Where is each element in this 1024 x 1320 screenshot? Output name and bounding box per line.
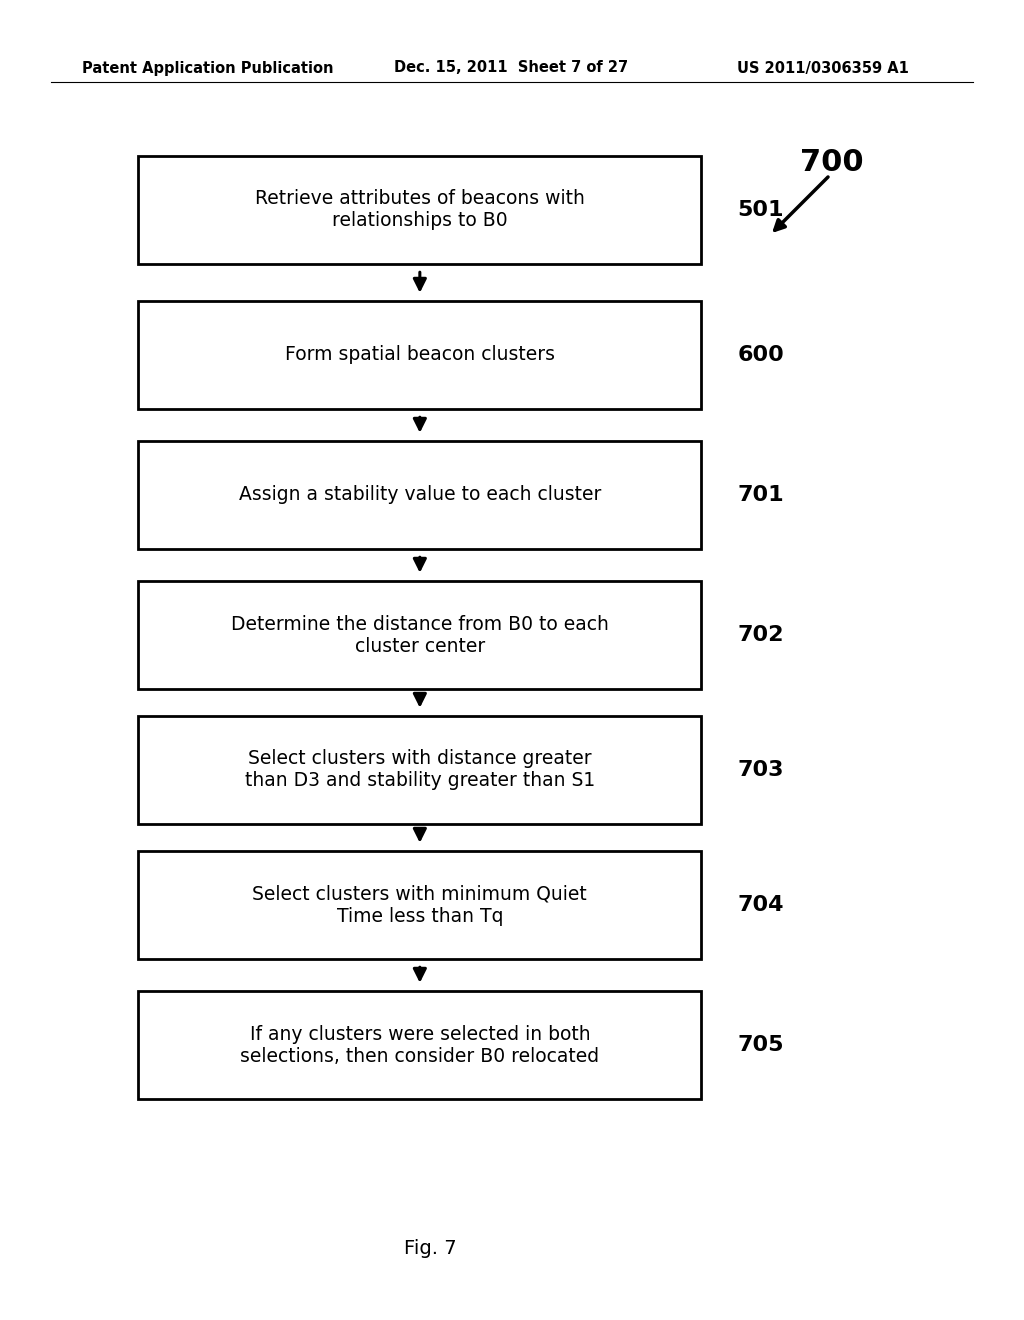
Text: Dec. 15, 2011  Sheet 7 of 27: Dec. 15, 2011 Sheet 7 of 27 (394, 61, 629, 75)
Text: Retrieve attributes of beacons with
relationships to B0: Retrieve attributes of beacons with rela… (255, 190, 585, 231)
Bar (138, 301, 701, 409)
Text: 701: 701 (737, 484, 784, 506)
Bar (138, 156, 701, 264)
Text: 705: 705 (737, 1035, 783, 1055)
Text: If any clusters were selected in both
selections, then consider B0 relocated: If any clusters were selected in both se… (241, 1024, 599, 1065)
Text: US 2011/0306359 A1: US 2011/0306359 A1 (737, 61, 909, 75)
Text: 702: 702 (737, 624, 783, 645)
Text: 703: 703 (737, 760, 783, 780)
Bar (138, 441, 701, 549)
Text: Patent Application Publication: Patent Application Publication (82, 61, 334, 75)
Text: 704: 704 (737, 895, 783, 915)
Text: 501: 501 (737, 201, 783, 220)
Bar (138, 581, 701, 689)
Text: Determine the distance from B0 to each
cluster center: Determine the distance from B0 to each c… (230, 615, 609, 656)
Bar (138, 991, 701, 1100)
Bar (138, 851, 701, 960)
Text: 600: 600 (737, 345, 784, 366)
Text: Fig. 7: Fig. 7 (403, 1238, 457, 1258)
Bar (138, 715, 701, 824)
Text: 700: 700 (800, 148, 863, 177)
Text: Select clusters with minimum Quiet
Time less than Tq: Select clusters with minimum Quiet Time … (253, 884, 587, 925)
Text: Assign a stability value to each cluster: Assign a stability value to each cluster (239, 486, 601, 504)
Text: Select clusters with distance greater
than D3 and stability greater than S1: Select clusters with distance greater th… (245, 750, 595, 791)
Text: Form spatial beacon clusters: Form spatial beacon clusters (285, 346, 555, 364)
